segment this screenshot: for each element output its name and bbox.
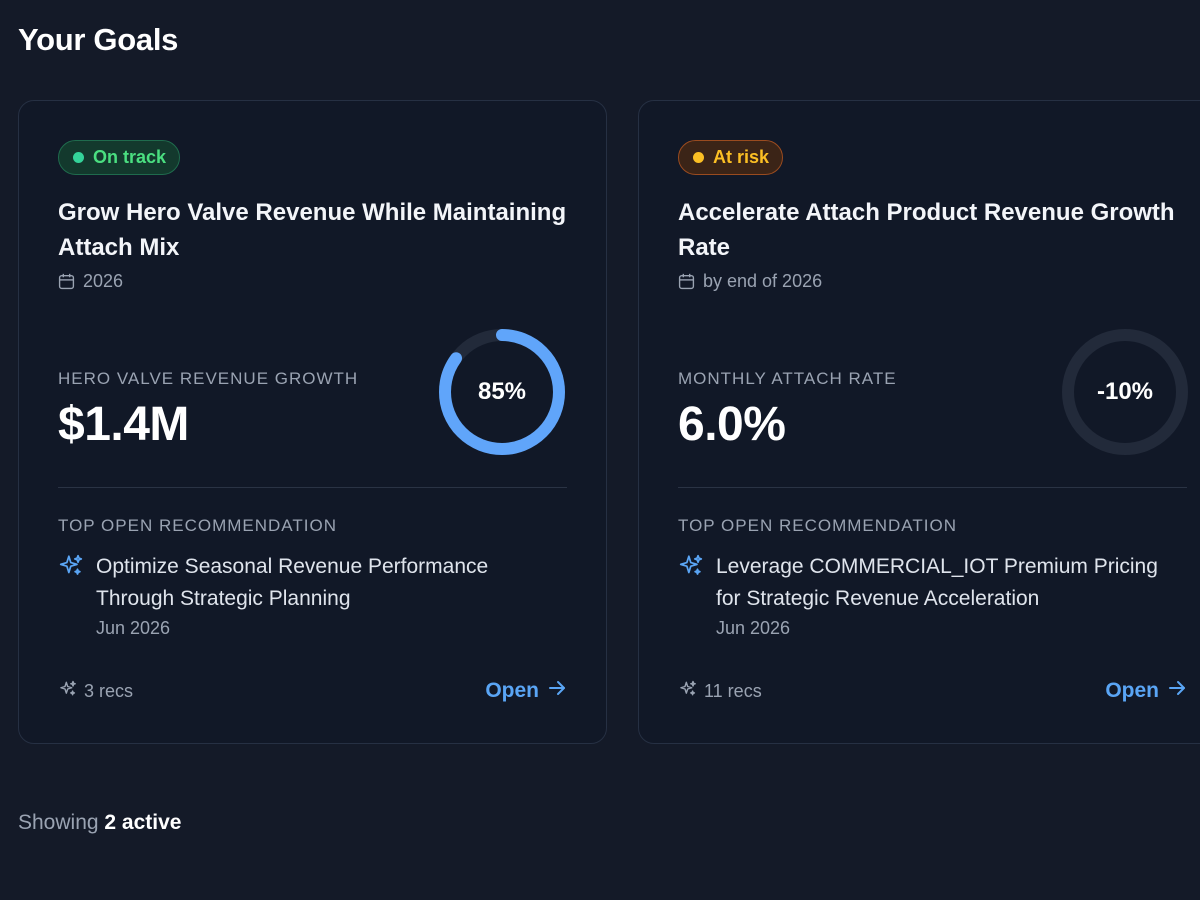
- recommendation-title: Leverage COMMERCIAL_IOT Premium Pricing …: [716, 555, 1158, 610]
- goal-period: 2026: [58, 271, 123, 292]
- status-dot-icon: [693, 152, 704, 163]
- recs-count-text: 3 recs: [84, 680, 134, 701]
- recs-count-text: 11 recs: [704, 680, 762, 701]
- goal-card[interactable]: On track Grow Hero Valve Revenue While M…: [18, 100, 607, 744]
- progress-ring-fill: [439, 329, 565, 455]
- goal-title: Accelerate Attach Product Revenue Growth…: [678, 199, 1175, 261]
- progress-percent: -10%: [1096, 378, 1154, 405]
- recommendation-heading: TOP OPEN RECOMMENDATION: [58, 516, 337, 535]
- status-badge: At risk: [678, 140, 784, 175]
- card-footer: 3 recs Open: [58, 676, 567, 706]
- goal-card[interactable]: At risk Accelerate Attach Product Revenu…: [638, 100, 1200, 744]
- status-label: On track: [93, 147, 167, 167]
- open-label: Open: [485, 679, 539, 702]
- card-footer: 11 recs Open: [678, 676, 1187, 706]
- recommendation-heading: TOP OPEN RECOMMENDATION: [678, 516, 957, 535]
- goal-period-text: 2026: [83, 271, 124, 291]
- goal-title: Grow Hero Valve Revenue While Maintainin…: [58, 199, 567, 261]
- goal-period-text: by end of 2026: [703, 271, 823, 291]
- top-recommendation[interactable]: Optimize Seasonal Revenue Performance Th…: [58, 551, 567, 639]
- metric-value: 6.0%: [678, 398, 786, 451]
- calendar-icon: [678, 273, 695, 290]
- progress-ring: -10%: [1060, 327, 1190, 457]
- divider: [678, 487, 1187, 488]
- recommendation-date: Jun 2026: [716, 618, 791, 638]
- progress-percent: 85%: [477, 378, 527, 405]
- metric-label: HERO VALVE REVENUE GROWTH: [58, 369, 359, 388]
- sparkle-small-icon: [58, 679, 78, 704]
- calendar-icon: [58, 273, 75, 290]
- showing-count: 2 active: [104, 811, 182, 834]
- arrow-right-icon: [1167, 678, 1187, 704]
- recommendation-title: Optimize Seasonal Revenue Performance Th…: [96, 555, 489, 610]
- sparkle-icon: [58, 551, 84, 639]
- showing-summary: Showing 2 active: [18, 811, 181, 835]
- status-dot-icon: [73, 152, 84, 163]
- open-goal-link[interactable]: Open: [1105, 678, 1187, 704]
- divider: [58, 487, 567, 488]
- top-recommendation[interactable]: Leverage COMMERCIAL_IOT Premium Pricing …: [678, 551, 1187, 639]
- sparkle-small-icon: [678, 679, 698, 704]
- goal-period: by end of 2026: [678, 271, 822, 292]
- metric-label: MONTHLY ATTACH RATE: [678, 369, 897, 388]
- status-label: At risk: [713, 147, 770, 167]
- status-badge: On track: [58, 140, 181, 175]
- recommendation-date: Jun 2026: [96, 618, 171, 638]
- page-title: Your Goals: [18, 22, 179, 57]
- recs-count: 11 recs: [678, 679, 762, 704]
- metric-value: $1.4M: [58, 398, 189, 451]
- showing-prefix: Showing: [18, 811, 99, 834]
- arrow-right-icon: [547, 678, 567, 704]
- progress-ring: 85%: [437, 327, 567, 457]
- sparkle-icon: [678, 551, 704, 639]
- recs-count: 3 recs: [58, 679, 133, 704]
- open-label: Open: [1105, 679, 1159, 702]
- open-goal-link[interactable]: Open: [485, 678, 567, 704]
